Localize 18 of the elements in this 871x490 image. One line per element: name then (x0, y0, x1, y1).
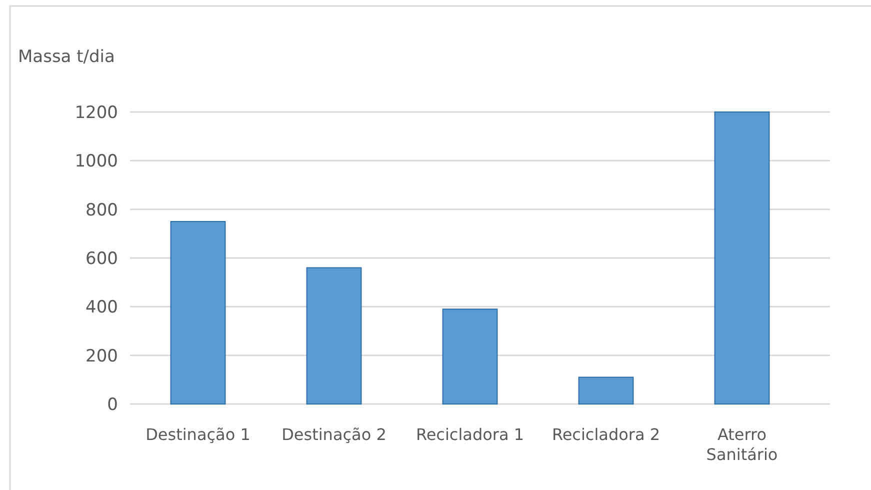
y-tick-label: 1200 (74, 102, 118, 123)
bar (578, 376, 634, 404)
x-tick-label: Recicladora 2 (552, 425, 660, 444)
bar (442, 308, 498, 404)
bar (714, 112, 770, 404)
x-tick-label: Aterro Sanitário (706, 425, 778, 464)
bar (306, 267, 362, 404)
y-tick-label: 600 (86, 248, 118, 269)
y-tick-label: 0 (107, 394, 118, 415)
y-tick-label: 200 (86, 346, 118, 366)
y-tick-label: 1000 (74, 152, 118, 172)
y-tick-label: 800 (86, 200, 118, 220)
y-tick-label: 400 (86, 298, 118, 318)
x-tick-label: Recicladora 1 (416, 425, 524, 444)
y-axis-title: Massa t/dia (18, 47, 115, 67)
bar (170, 221, 226, 404)
x-tick-label: Destinação 1 (146, 425, 250, 444)
x-tick-label: Destinação 2 (282, 425, 386, 444)
